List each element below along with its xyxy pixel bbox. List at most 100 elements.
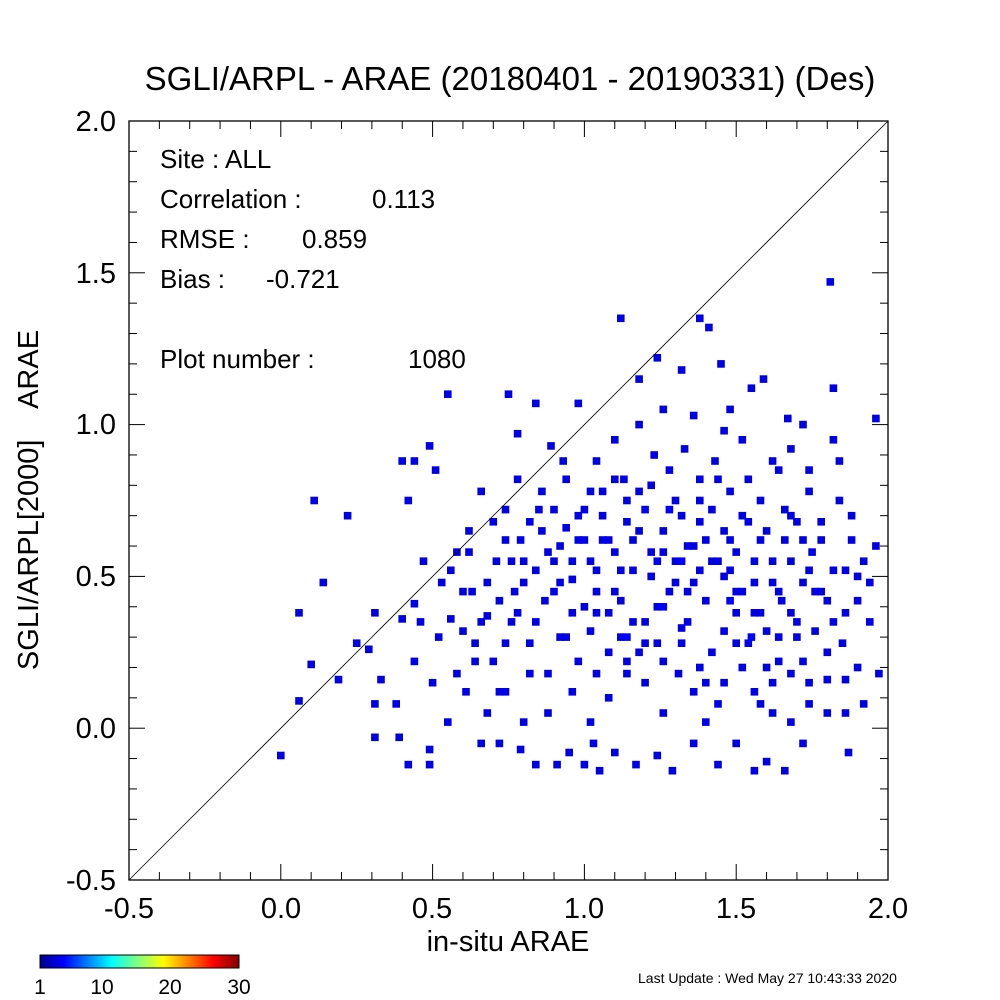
density-bin (817, 518, 825, 526)
density-bin (410, 599, 419, 608)
density-bin (738, 511, 747, 520)
density-bin (872, 414, 880, 423)
density-bin (544, 548, 552, 556)
density-bin (659, 405, 668, 414)
density-bin (310, 496, 318, 505)
one-to-one-line (128, 120, 889, 881)
density-bin (720, 426, 728, 435)
density-bin (823, 596, 832, 605)
x-tick-labels: -0.5 0.0 0.5 1.0 1.5 2.0 (104, 893, 908, 925)
density-bin (726, 566, 734, 575)
density-bin (844, 748, 853, 757)
density-bin (483, 578, 492, 587)
density-bin (777, 596, 786, 605)
density-bin (623, 518, 631, 526)
density-bin (841, 566, 850, 575)
density-bin (750, 557, 759, 565)
density-bin (538, 527, 546, 535)
density-bin (756, 609, 765, 617)
density-bin (787, 718, 795, 726)
density-bin (799, 420, 807, 429)
density-bin (371, 609, 379, 617)
density-bin (586, 627, 595, 635)
density-bin (677, 557, 686, 565)
density-bin (768, 457, 777, 465)
density-bin (617, 596, 625, 605)
density-bin (756, 700, 765, 708)
density-bin (829, 436, 838, 444)
plot-frame (128, 120, 889, 881)
density-bin (720, 527, 728, 535)
density-bin (629, 566, 637, 575)
density-bin (793, 618, 801, 626)
density-bin (425, 760, 434, 769)
density-bin (659, 709, 668, 717)
density-bin (477, 739, 485, 748)
density-bin (650, 451, 658, 459)
colorbar-gradient (39, 954, 240, 969)
density-bin (750, 578, 759, 587)
density-bin (653, 639, 662, 647)
density-bin (620, 475, 628, 484)
density-bin (425, 442, 434, 450)
stat-correlation-label: Correlation : (160, 184, 302, 214)
density-bin (817, 587, 825, 596)
density-bin (708, 557, 716, 565)
density-bin (532, 399, 540, 408)
density-bin (732, 587, 740, 596)
density-bin (471, 657, 479, 666)
density-bins (277, 278, 883, 775)
density-bin (665, 587, 674, 596)
density-bin (720, 572, 728, 581)
density-bin (744, 639, 753, 647)
density-bin (611, 436, 619, 444)
chart-title: SGLI/ARPL - ARAE (20180401 - 20190331) (… (145, 60, 876, 97)
density-bin (653, 603, 662, 611)
density-bin (702, 536, 710, 544)
density-bin (489, 657, 498, 666)
density-bin (759, 375, 768, 383)
density-bin (799, 536, 807, 544)
colorbar-tick-label: 1 (34, 976, 46, 999)
density-bin (398, 615, 406, 623)
density-bin (434, 633, 443, 641)
density-bin (696, 475, 704, 484)
density-bin (781, 536, 789, 544)
density-bin (653, 751, 662, 760)
density-bin (689, 688, 698, 696)
density-bin (392, 700, 400, 708)
density-bin (799, 739, 807, 748)
density-bin (677, 511, 686, 520)
y-tick-label: 1.5 (76, 258, 116, 290)
stat-bias-value: -0.721 (266, 264, 340, 294)
density-bin (696, 314, 704, 323)
density-bin (875, 669, 883, 678)
density-bin (768, 557, 777, 565)
density-bin (586, 487, 595, 496)
density-bin (823, 648, 832, 657)
density-bin (574, 511, 583, 520)
density-bin (647, 548, 655, 556)
stat-correlation-value: 0.113 (372, 184, 435, 214)
density-bin (492, 557, 501, 565)
density-bin (319, 578, 328, 587)
density-bin (738, 663, 747, 672)
density-bin (617, 314, 625, 323)
density-bin (750, 766, 759, 775)
density-bin (295, 609, 303, 617)
colorbar: 1 10 20 30 (34, 954, 251, 999)
density-bin (580, 536, 589, 544)
density-bin (859, 700, 868, 708)
density-bin (714, 557, 722, 565)
colorbar-tick-label: 10 (90, 976, 113, 999)
density-bin (489, 518, 498, 526)
density-bin (677, 366, 686, 374)
density-bin (541, 596, 549, 605)
density-bin (689, 739, 698, 748)
density-bin (768, 709, 777, 717)
density-bin (668, 766, 677, 775)
density-bin (501, 688, 510, 696)
density-bin (647, 481, 655, 490)
density-bin (665, 505, 674, 514)
density-bin (744, 518, 753, 526)
